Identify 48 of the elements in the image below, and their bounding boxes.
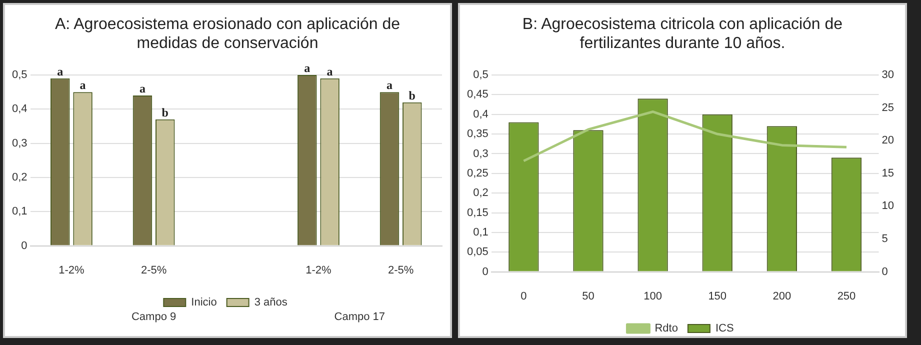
text: Campo 17 [334, 311, 386, 324]
legend-label: ICS [715, 322, 734, 335]
y2-tick-label: 20 [882, 134, 894, 147]
x-tick-label: 1-2% [306, 264, 332, 276]
x-tick-label: 2-5% [140, 264, 167, 276]
y-tick-label: 0,1 [473, 226, 488, 238]
x-tick-label: 2-5% [388, 264, 414, 276]
x-tick-label: 150 [708, 290, 727, 302]
chart-title: B: Agroecosistema citricola con aplicación de fertilizantes durante 10 años. [521, 15, 844, 54]
legend-label: Rdto [654, 322, 678, 335]
y2-tick-label: 5 [882, 233, 888, 246]
y-tick-label: 0,4 [473, 108, 488, 120]
y-tick-label: 0 [21, 240, 28, 252]
legend-label: 3 años [254, 296, 288, 309]
y-tick-label: 0,4 [12, 103, 28, 116]
data-label: a [326, 64, 333, 79]
y2-tick-label: 25 [882, 102, 894, 114]
text: Campo 9 [131, 311, 176, 324]
y-tick-label: 0,5 [473, 69, 488, 82]
y-tick-label: 0,25 [466, 167, 488, 180]
y2-tick-label: 15 [882, 167, 894, 180]
y2-tick-label: 10 [882, 200, 894, 212]
data-label: a [304, 61, 310, 76]
data-label: a [57, 64, 64, 79]
x-tick-label: 200 [772, 290, 792, 302]
chart-title: A: Agroecosistema erosionado con aplicación de medidas de conservación [54, 15, 402, 54]
x-tick-label: 0 [520, 290, 527, 302]
y-tick-label: 0,3 [12, 137, 28, 150]
data-label: a [139, 82, 146, 96]
data-label: a [80, 78, 86, 92]
x-tick-label: 100 [644, 290, 662, 302]
y-tick-label: 0,05 [466, 246, 488, 258]
x-tick-label: 1-2% [58, 264, 85, 276]
y-tick-label: 0,5 [12, 69, 28, 82]
y2-tick-label: 30 [882, 69, 894, 82]
y-tick-label: 0,3 [473, 148, 488, 160]
y-tick-label: 0,2 [473, 187, 488, 200]
data-label: b [408, 88, 416, 102]
legend-label: Inicio [191, 296, 217, 309]
y-tick-label: 0,45 [466, 88, 488, 101]
x-tick-label: 50 [582, 290, 594, 302]
y-tick-label: 0,2 [12, 172, 28, 184]
y-tick-label: 0,35 [466, 128, 488, 140]
y-tick-label: 0,1 [12, 206, 28, 218]
data-label: a [386, 78, 393, 92]
x-tick-label: 250 [837, 290, 856, 302]
y-tick-label: 0,15 [466, 206, 488, 219]
data-label: b [162, 106, 169, 120]
